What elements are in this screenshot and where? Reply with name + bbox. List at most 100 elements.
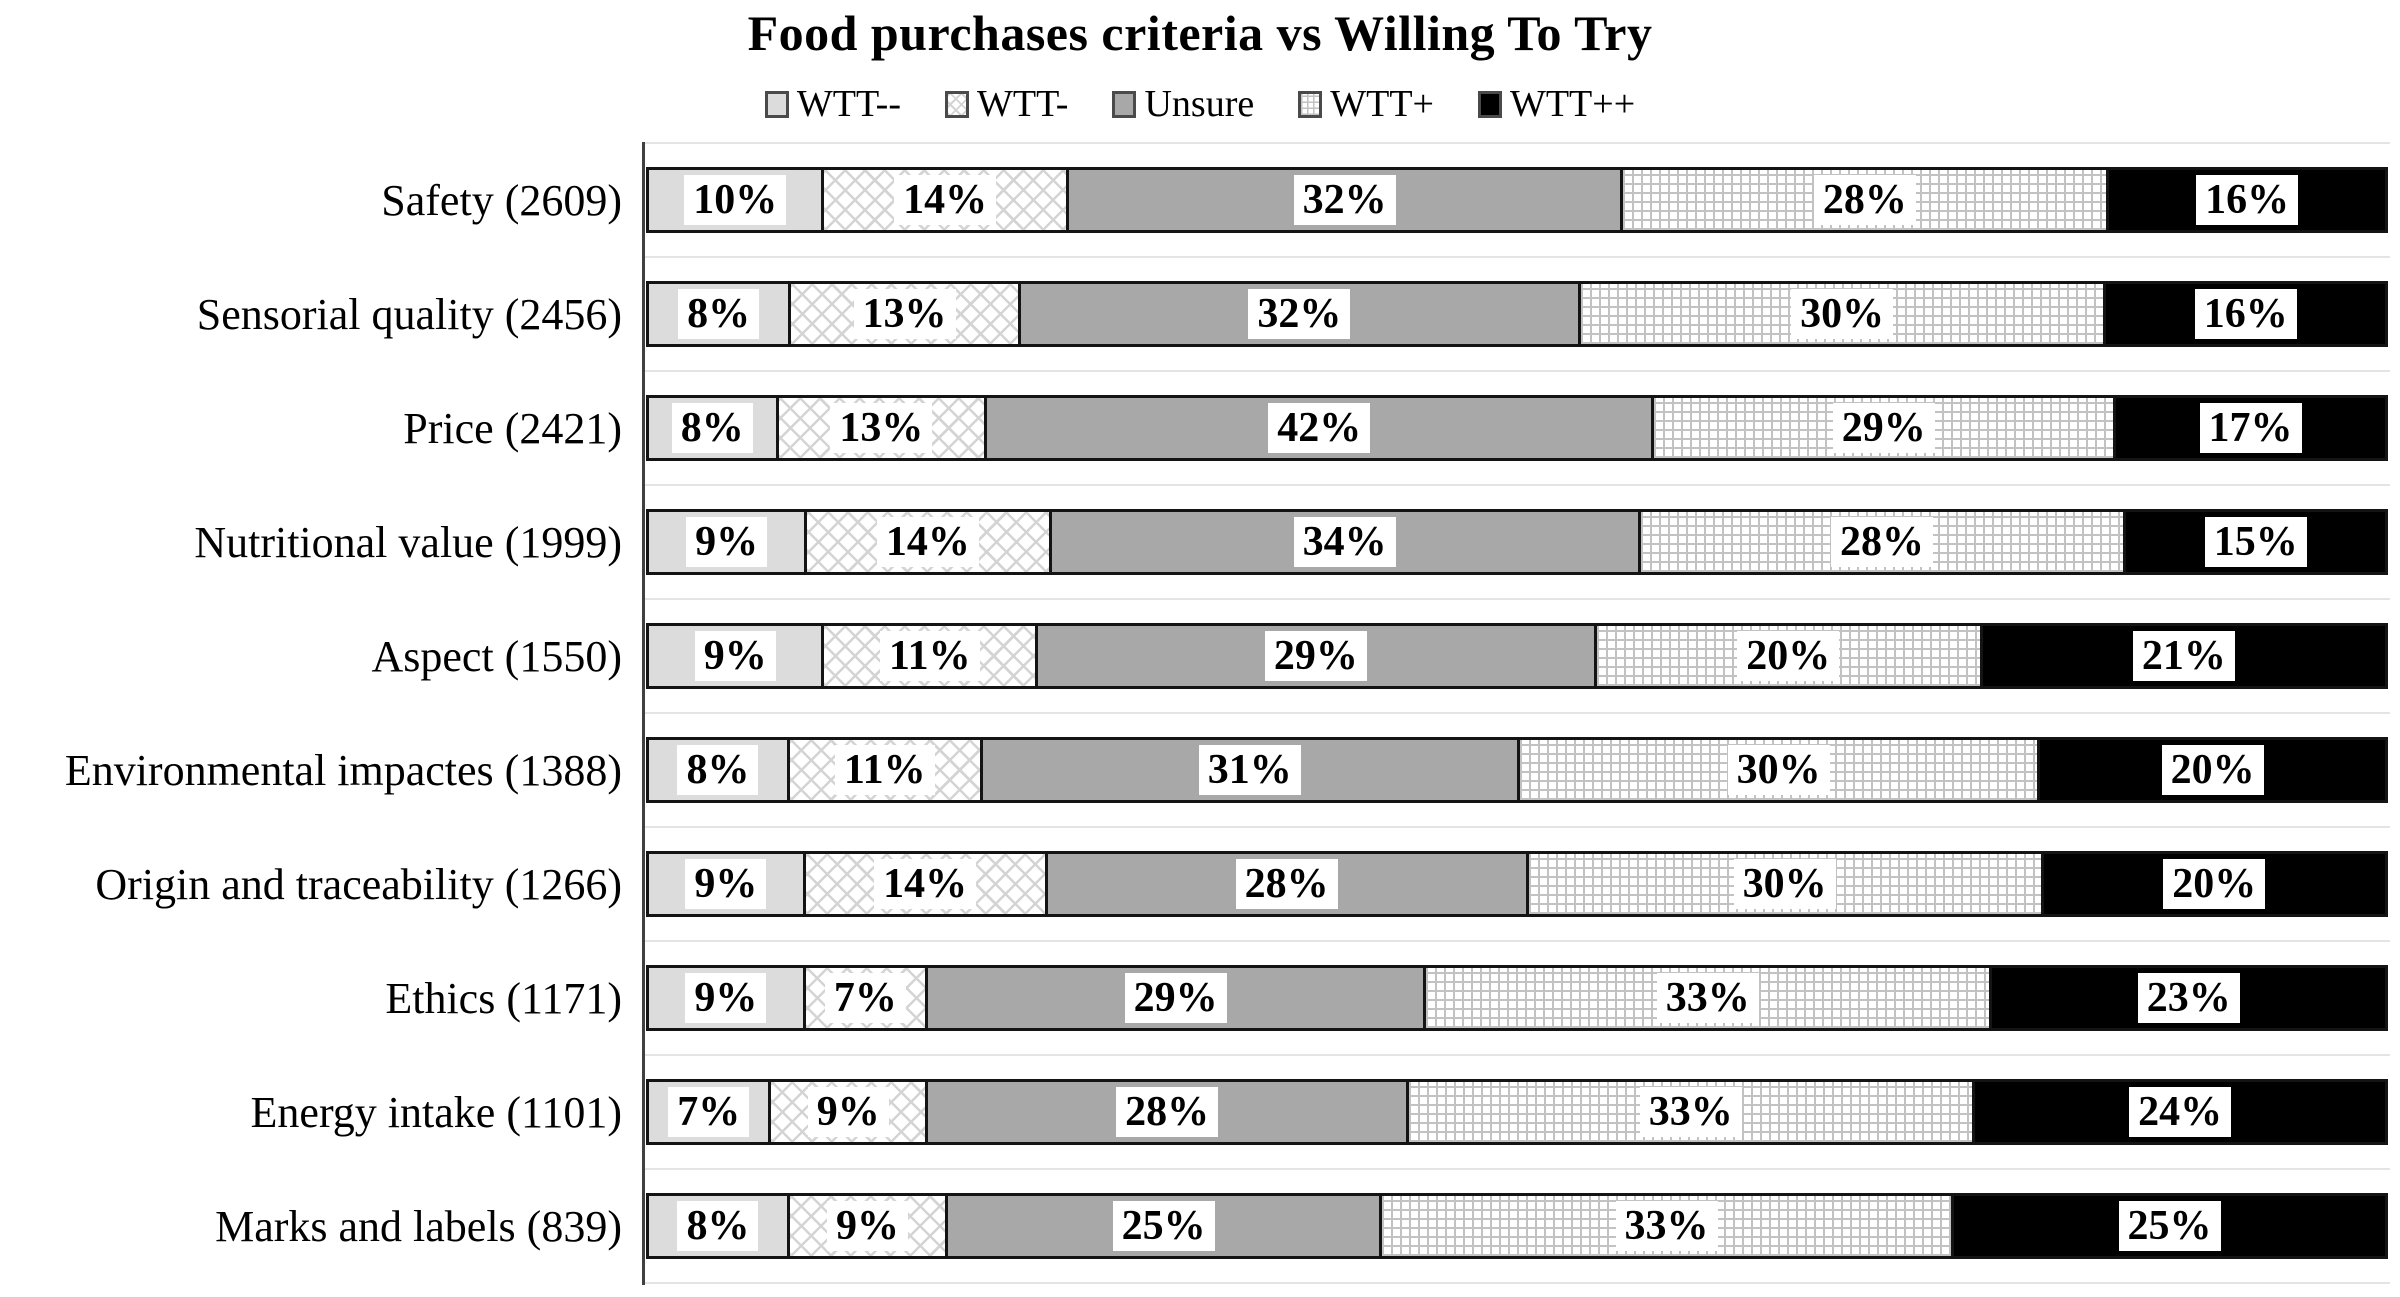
category-label: Marks and labels (839) xyxy=(215,1201,622,1251)
segment-value-label: 29% xyxy=(1124,973,1227,1023)
legend-item-wtt-minus: WTT- xyxy=(945,82,1068,126)
stacked-bar: 10% 14% 32% 28% 16% xyxy=(646,167,2388,233)
category-label: Sensorial quality (2456) xyxy=(196,289,622,339)
stacked-bar: 8% 13% 42% 29% 17% xyxy=(646,395,2388,461)
segment-value-label: 28% xyxy=(1813,175,1916,225)
segment-value-label: 28% xyxy=(1116,1087,1219,1137)
segment-value-label: 8% xyxy=(677,745,759,795)
legend-label: WTT- xyxy=(977,83,1069,125)
bar-segment-WTT-: 14% xyxy=(821,170,1066,230)
bar-segment-WTT--: 8% xyxy=(649,1196,787,1256)
stacked-bar: 8% 13% 32% 30% 16% xyxy=(646,281,2388,347)
legend: WTT-- WTT- Unsure WTT+ WTT++ xyxy=(0,82,2400,126)
bar-segment-WTT-: 7% xyxy=(802,968,926,1028)
segment-value-label: 33% xyxy=(1615,1201,1718,1251)
stacked-bar: 7% 9% 28% 33% 24% xyxy=(646,1079,2388,1145)
legend-swatch-wtt-plus-plus xyxy=(1477,90,1502,118)
bar-row: Ethics (1171) 9% 7% 29% 33% 23% xyxy=(0,941,2400,1055)
gridline xyxy=(644,598,2390,600)
bar-row: Energy intake (1101) 7% 9% 28% 33% 24% xyxy=(0,1055,2400,1169)
category-label: Aspect (1550) xyxy=(371,631,623,681)
segment-value-label: 9% xyxy=(685,973,767,1023)
bar-segment-WTT++: 17% xyxy=(2113,398,2385,458)
bar-row: Aspect (1550) 9% 11% 29% 20% 21% xyxy=(0,599,2400,713)
segment-value-label: 8% xyxy=(671,403,753,453)
bar-segment-WTT+: 30% xyxy=(1525,854,2041,914)
bar-segment-WTT+: 29% xyxy=(1651,398,2114,458)
bar-segment-Unsure: 34% xyxy=(1048,512,1638,572)
category-label: Origin and traceability (1266) xyxy=(95,859,622,909)
segment-value-label: 17% xyxy=(2199,403,2302,453)
segment-value-label: 11% xyxy=(879,631,980,681)
bar-segment-WTT-: 13% xyxy=(788,284,1018,344)
bar-segment-Unsure: 28% xyxy=(1044,854,1526,914)
segment-value-label: 10% xyxy=(684,175,787,225)
gridline xyxy=(644,142,2390,144)
segment-value-label: 42% xyxy=(1268,403,1371,453)
bar-segment-WTT+: 28% xyxy=(1620,170,2107,230)
segment-value-label: 8% xyxy=(677,1201,759,1251)
bar-row: Environmental impactes (1388) 8% 11% 31% 30%… xyxy=(0,713,2400,827)
gridline xyxy=(644,1168,2390,1170)
bar-segment-Unsure: 29% xyxy=(1035,626,1594,686)
legend-swatch-wtt-minus-minus xyxy=(764,90,789,118)
segment-value-label: 31% xyxy=(1198,745,1301,795)
gridline xyxy=(644,826,2390,828)
bar-segment-WTT+: 20% xyxy=(1593,626,1980,686)
legend-item-wtt-plus: WTT+ xyxy=(1298,82,1434,126)
segment-value-label: 30% xyxy=(1791,289,1894,339)
bar-segment-WTT++: 25% xyxy=(1951,1196,2385,1256)
segment-value-label: 32% xyxy=(1248,289,1351,339)
bar-segment-WTT++: 24% xyxy=(1972,1082,2385,1142)
segment-value-label: 24% xyxy=(2129,1087,2232,1137)
stacked-bar: 9% 7% 29% 33% 23% xyxy=(646,965,2388,1031)
bar-segment-WTT--: 8% xyxy=(649,740,787,800)
segment-value-label: 13% xyxy=(853,289,956,339)
y-axis-line xyxy=(642,142,645,1285)
legend-label: WTT++ xyxy=(1509,83,1636,125)
segment-value-label: 9% xyxy=(694,631,776,681)
legend-label: WTT+ xyxy=(1330,83,1434,125)
bar-segment-WTT--: 7% xyxy=(649,1082,769,1142)
gridline xyxy=(644,370,2390,372)
segment-value-label: 9% xyxy=(827,1201,908,1251)
bar-segment-Unsure: 32% xyxy=(1065,170,1621,230)
gridline xyxy=(644,940,2390,942)
bar-segment-Unsure: 32% xyxy=(1017,284,1578,344)
category-label: Energy intake (1101) xyxy=(250,1087,622,1137)
bar-segment-WTT--: 8% xyxy=(649,398,776,458)
gridline xyxy=(644,1054,2390,1056)
stacked-bar: 9% 14% 28% 30% 20% xyxy=(646,851,2388,917)
segment-value-label: 9% xyxy=(807,1087,889,1137)
legend-swatch-unsure xyxy=(1112,90,1137,118)
bar-segment-WTT-: 13% xyxy=(775,398,985,458)
segment-value-label: 7% xyxy=(668,1087,750,1137)
gridline xyxy=(644,484,2390,486)
segment-value-label: 16% xyxy=(2196,175,2299,225)
segment-value-label: 33% xyxy=(1639,1087,1742,1137)
segment-value-label: 11% xyxy=(834,745,935,795)
legend-label: Unsure xyxy=(1144,83,1255,125)
bar-segment-WTT-: 14% xyxy=(802,854,1045,914)
legend-item-unsure: Unsure xyxy=(1112,82,1254,126)
bar-segment-WTT++: 20% xyxy=(2040,854,2385,914)
bar-segment-Unsure: 42% xyxy=(984,398,1652,458)
bar-segment-Unsure: 29% xyxy=(925,968,1424,1028)
segment-value-label: 14% xyxy=(876,517,979,567)
segment-value-label: 15% xyxy=(2204,517,2307,567)
bar-row: Nutritional value (1999) 9% 14% 34% 28% 15% xyxy=(0,485,2400,599)
bar-segment-WTT-: 9% xyxy=(786,1196,946,1256)
bar-segment-WTT+: 33% xyxy=(1406,1082,1973,1142)
bar-segment-WTT--: 9% xyxy=(649,854,803,914)
bar-segment-WTT+: 28% xyxy=(1637,512,2124,572)
bar-segment-WTT-: 9% xyxy=(768,1082,926,1142)
segment-value-label: 33% xyxy=(1656,973,1759,1023)
segment-value-label: 30% xyxy=(1733,859,1836,909)
legend-item-wtt-minus-minus: WTT-- xyxy=(764,82,901,126)
segment-value-label: 28% xyxy=(1831,517,1934,567)
bar-row: Safety (2609) 10% 14% 32% 28% 16% xyxy=(0,143,2400,257)
bar-segment-Unsure: 31% xyxy=(979,740,1517,800)
bar-segment-Unsure: 28% xyxy=(925,1082,1407,1142)
category-label: Nutritional value (1999) xyxy=(194,517,622,567)
